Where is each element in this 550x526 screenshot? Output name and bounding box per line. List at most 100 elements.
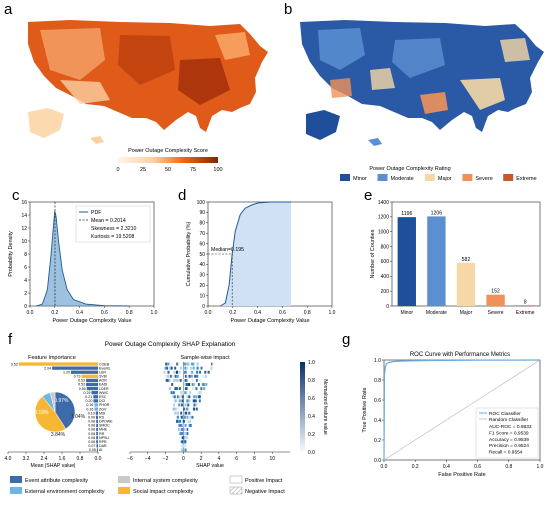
importance-value: 0.16: [86, 403, 93, 407]
y-tick-label: 100: [197, 200, 206, 206]
shap-point: [192, 362, 195, 366]
y-tick-label: 0: [202, 304, 205, 310]
importance-bar: [96, 436, 98, 440]
shap-point: [195, 395, 198, 399]
legend-c-stat: Kurtosis = 19.5208: [91, 234, 135, 240]
x-axis-label: Mean |SHAP value|: [31, 463, 76, 469]
shap-point: [199, 391, 202, 395]
shap-point: [202, 374, 205, 378]
shap-point: [172, 391, 175, 395]
cdf-line: [220, 201, 292, 307]
colorbar-a-tick: 25: [140, 167, 146, 173]
shap-point: [176, 378, 179, 382]
shap-point: [176, 407, 179, 411]
plot-f-shap: −6 −4 −2 0 2 4 6 8 10 SHAP value 0.0 0.2 0.4 0.6 0.8 1.…: [127, 360, 328, 469]
shap-point: [192, 395, 195, 399]
shap-point: [187, 407, 190, 411]
pdf-line: [36, 210, 130, 307]
shap-point: [186, 374, 189, 378]
y-tick-label: 1200: [378, 215, 389, 221]
x-tick-label: 0.8: [304, 310, 311, 316]
shap-point: [200, 366, 203, 370]
shap-point: [173, 378, 176, 382]
shap-colorbar: [300, 362, 305, 452]
legend-f-swatch-external: [10, 487, 22, 494]
shap-point: [180, 403, 183, 407]
x-tick-label: 0.6: [279, 310, 286, 316]
shap-point: [188, 395, 191, 399]
cdf-area: [220, 202, 292, 306]
x-category-label: Minor: [401, 310, 414, 316]
plot-c: 0.0 0.2 0.4 0.6 0.8 1.0 0 2 4 6 8 10 12 14 16 Power Out…: [8, 200, 158, 324]
importance-value: 0.07: [88, 444, 95, 448]
shap-point: [184, 387, 187, 391]
x-tick-label: −6: [127, 456, 133, 462]
y-tick-label: 4: [24, 278, 27, 284]
shap-point: [179, 423, 182, 427]
shap-point: [169, 374, 172, 378]
y-tick-label: 400: [381, 274, 390, 280]
importance-bar: [96, 431, 98, 436]
shap-point: [168, 378, 171, 382]
shap-point: [193, 403, 196, 407]
y-tick-label: 16: [21, 200, 27, 206]
shap-point: [181, 391, 184, 395]
shap-point: [164, 366, 167, 370]
shap-point: [198, 395, 201, 399]
shap-point: [175, 370, 178, 374]
shap-point: [173, 403, 176, 407]
y-tick-label: 2: [24, 291, 27, 297]
legend-f-swatch-social: [118, 487, 130, 494]
shap-point: [167, 370, 170, 374]
legend-b-title: Power Outage Complexity Rating: [369, 166, 450, 172]
legend-c-stat: Skewness = 2.3210: [91, 226, 137, 232]
shap-colorbar-tick: 0.4: [308, 414, 315, 420]
shap-point: [204, 370, 207, 374]
shap-point: [183, 444, 186, 448]
x-tick-label: 1.0: [537, 464, 544, 470]
importance-bar: [93, 399, 98, 403]
feature-name: WWC: [99, 391, 109, 395]
importance-pie: 40.97%48.19% 7.04% 3.84%: [32, 391, 86, 438]
colorbar-a: [118, 157, 218, 163]
shap-point: [185, 366, 188, 370]
shap-point: [175, 411, 178, 415]
importance-value: 0.53: [78, 383, 85, 387]
legend-b-label: Moderate: [391, 176, 414, 182]
legend-f-label-event: Event attribute complexity: [25, 478, 88, 484]
legend-g-metric: F1 Score = 0.9539: [489, 430, 529, 436]
shap-point: [179, 419, 182, 423]
shap-point: [183, 448, 186, 452]
plot-e: 0 200 400 600 800 1000 1200 1400 Number of Count…: [370, 200, 541, 316]
shap-point: [184, 374, 187, 378]
shap-point: [205, 383, 208, 386]
shap-point: [185, 436, 188, 440]
shap-point: [182, 423, 185, 427]
shap-point: [195, 378, 198, 382]
shap-point: [194, 374, 197, 378]
shap-point: [195, 387, 198, 391]
legend-f-swatch-negative: [229, 486, 243, 495]
shap-point: [176, 362, 179, 366]
colorbar-a-tick: 75: [190, 167, 196, 173]
importance-bar: [96, 440, 98, 444]
shap-point: [192, 383, 195, 386]
legend-f-label-internal: Internal system complexity: [133, 478, 198, 484]
y-axis-label: Number of Counties: [370, 229, 376, 278]
shap-point: [181, 399, 184, 403]
shap-point: [178, 395, 181, 399]
legend-f-label-social: Social impact complexity: [133, 489, 193, 495]
shap-point: [180, 448, 183, 452]
colorbar-a-tick: 100: [213, 167, 222, 173]
legend-f-swatch-internal: [118, 476, 130, 483]
y-tick-label: 0: [386, 304, 389, 310]
colorbar-a-title: Power Outage Complexity Score: [128, 148, 208, 154]
feature-name: RR: [99, 432, 105, 436]
x-axis-label: False Positive Rate: [438, 472, 485, 478]
shap-colorbar-label: Normalized feature value: [322, 379, 328, 435]
x-tick-label: 2: [200, 456, 203, 462]
shap-point: [175, 378, 178, 382]
shap-point: [185, 428, 188, 431]
x-category-label: Major: [460, 310, 473, 316]
y-tick-label: 40: [199, 262, 205, 268]
